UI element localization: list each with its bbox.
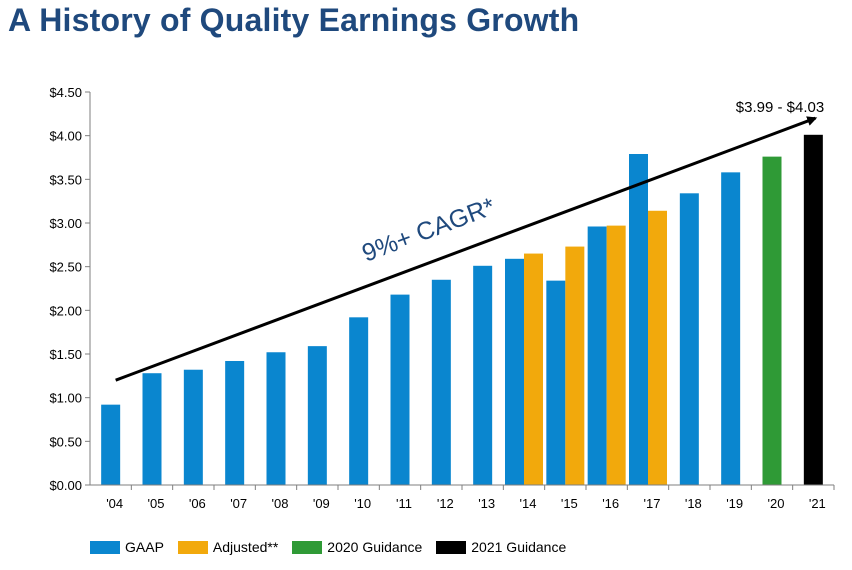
page-title: A History of Quality Earnings Growth (8, 2, 580, 38)
bar-gaap-17 (629, 154, 648, 486)
bar-adjusted-16 (606, 225, 626, 485)
guidance-range-label: $3.99 - $4.03 (736, 99, 824, 116)
x-tick-label: '04 (106, 496, 123, 511)
x-tick-label: '05 (148, 496, 165, 511)
legend-label: Adjusted** (212, 539, 279, 555)
earnings-bar-chart: $0.00 $0.50 $1.00 $1.50 $2.00 $2.50 $3.00 $3.50… (49, 85, 835, 511)
legend-label: 2020 Guidance (327, 539, 423, 555)
bar-gaap-07 (225, 360, 245, 485)
bar-gaap-13 (473, 265, 493, 485)
x-tick-label: '13 (478, 496, 495, 511)
bar-adjusted-14 (524, 253, 543, 485)
y-tick-label: $4.00 (49, 129, 82, 144)
legend-label: 2021 Guidance (471, 539, 567, 555)
x-tick-label: '08 (272, 496, 289, 511)
bar-gaap-06 (183, 369, 203, 485)
legend-label: GAAP (125, 539, 164, 555)
y-tick-label: $0.50 (49, 434, 82, 449)
bar-gaap-04 (101, 404, 121, 485)
bar-gaap-18 (679, 193, 699, 485)
x-tick-label: '21 (809, 496, 826, 511)
y-tick-label: $2.50 (49, 260, 82, 275)
bar-adjusted-15 (565, 246, 585, 485)
bar-gaap-05 (142, 373, 162, 485)
y-tick-label: $3.50 (49, 172, 82, 187)
bar-gaap-11 (390, 294, 410, 485)
bar-gaap-15 (546, 280, 566, 485)
legend-item: 2021 Guidance (436, 539, 566, 555)
x-tick-label: '20 (768, 496, 785, 511)
x-tick-label: '17 (644, 496, 661, 511)
x-tick-label: '11 (396, 496, 412, 511)
legend-swatch (177, 540, 208, 554)
legend-swatch (436, 540, 467, 554)
bar-gaap-14 (505, 258, 524, 485)
x-tick-label: '19 (726, 496, 743, 511)
x-tick-label: '07 (230, 496, 247, 511)
bars (101, 134, 823, 486)
bar-gaap-09 (307, 346, 327, 485)
x-tick-label: '15 (561, 496, 578, 511)
cagr-label: 9%+ CAGR* (358, 192, 499, 267)
x-tick-label: '09 (313, 496, 330, 511)
legend: GAAP Adjusted** 2020 Guidance 2021 Guidance (90, 539, 566, 555)
bar-gaap-16 (587, 226, 607, 485)
legend-swatch (90, 540, 120, 554)
cagr-trend-arrow (115, 116, 818, 382)
y-axis: $0.00 $0.50 $1.00 $1.50 $2.00 $2.50 $3.00 $3.50… (49, 85, 91, 493)
bar-gaap-12 (431, 279, 451, 485)
bar-gaap-19 (721, 172, 741, 485)
legend-item: Adjusted** (177, 539, 279, 555)
x-axis: '04 '05 '06 '07 '08 '09 '10 '11 '12 '13 '14 '15 '16 '… (90, 484, 835, 511)
x-tick-label: '12 (437, 496, 454, 511)
bar-adjusted-17 (648, 210, 667, 486)
y-tick-label: $4.50 (49, 85, 82, 100)
x-tick-label: '06 (189, 496, 206, 511)
bar-2020-guidance-20 (762, 156, 782, 486)
legend-item: GAAP (90, 539, 164, 555)
x-tick-label: '14 (520, 496, 537, 511)
bar-gaap-08 (266, 352, 286, 485)
y-tick-label: $2.00 (49, 303, 82, 318)
y-tick-label: $1.50 (49, 347, 82, 362)
bar-gaap-10 (349, 317, 369, 485)
x-tick-label: '16 (602, 496, 619, 511)
legend-item: 2020 Guidance (292, 539, 422, 555)
y-tick-label: $1.00 (49, 391, 82, 406)
y-tick-label: $0.00 (49, 478, 82, 493)
bar-2021-guidance-21 (803, 134, 823, 485)
legend-swatch (292, 540, 323, 554)
x-tick-label: '10 (354, 496, 371, 511)
y-tick-label: $3.00 (49, 216, 82, 231)
x-tick-label: '18 (685, 496, 702, 511)
